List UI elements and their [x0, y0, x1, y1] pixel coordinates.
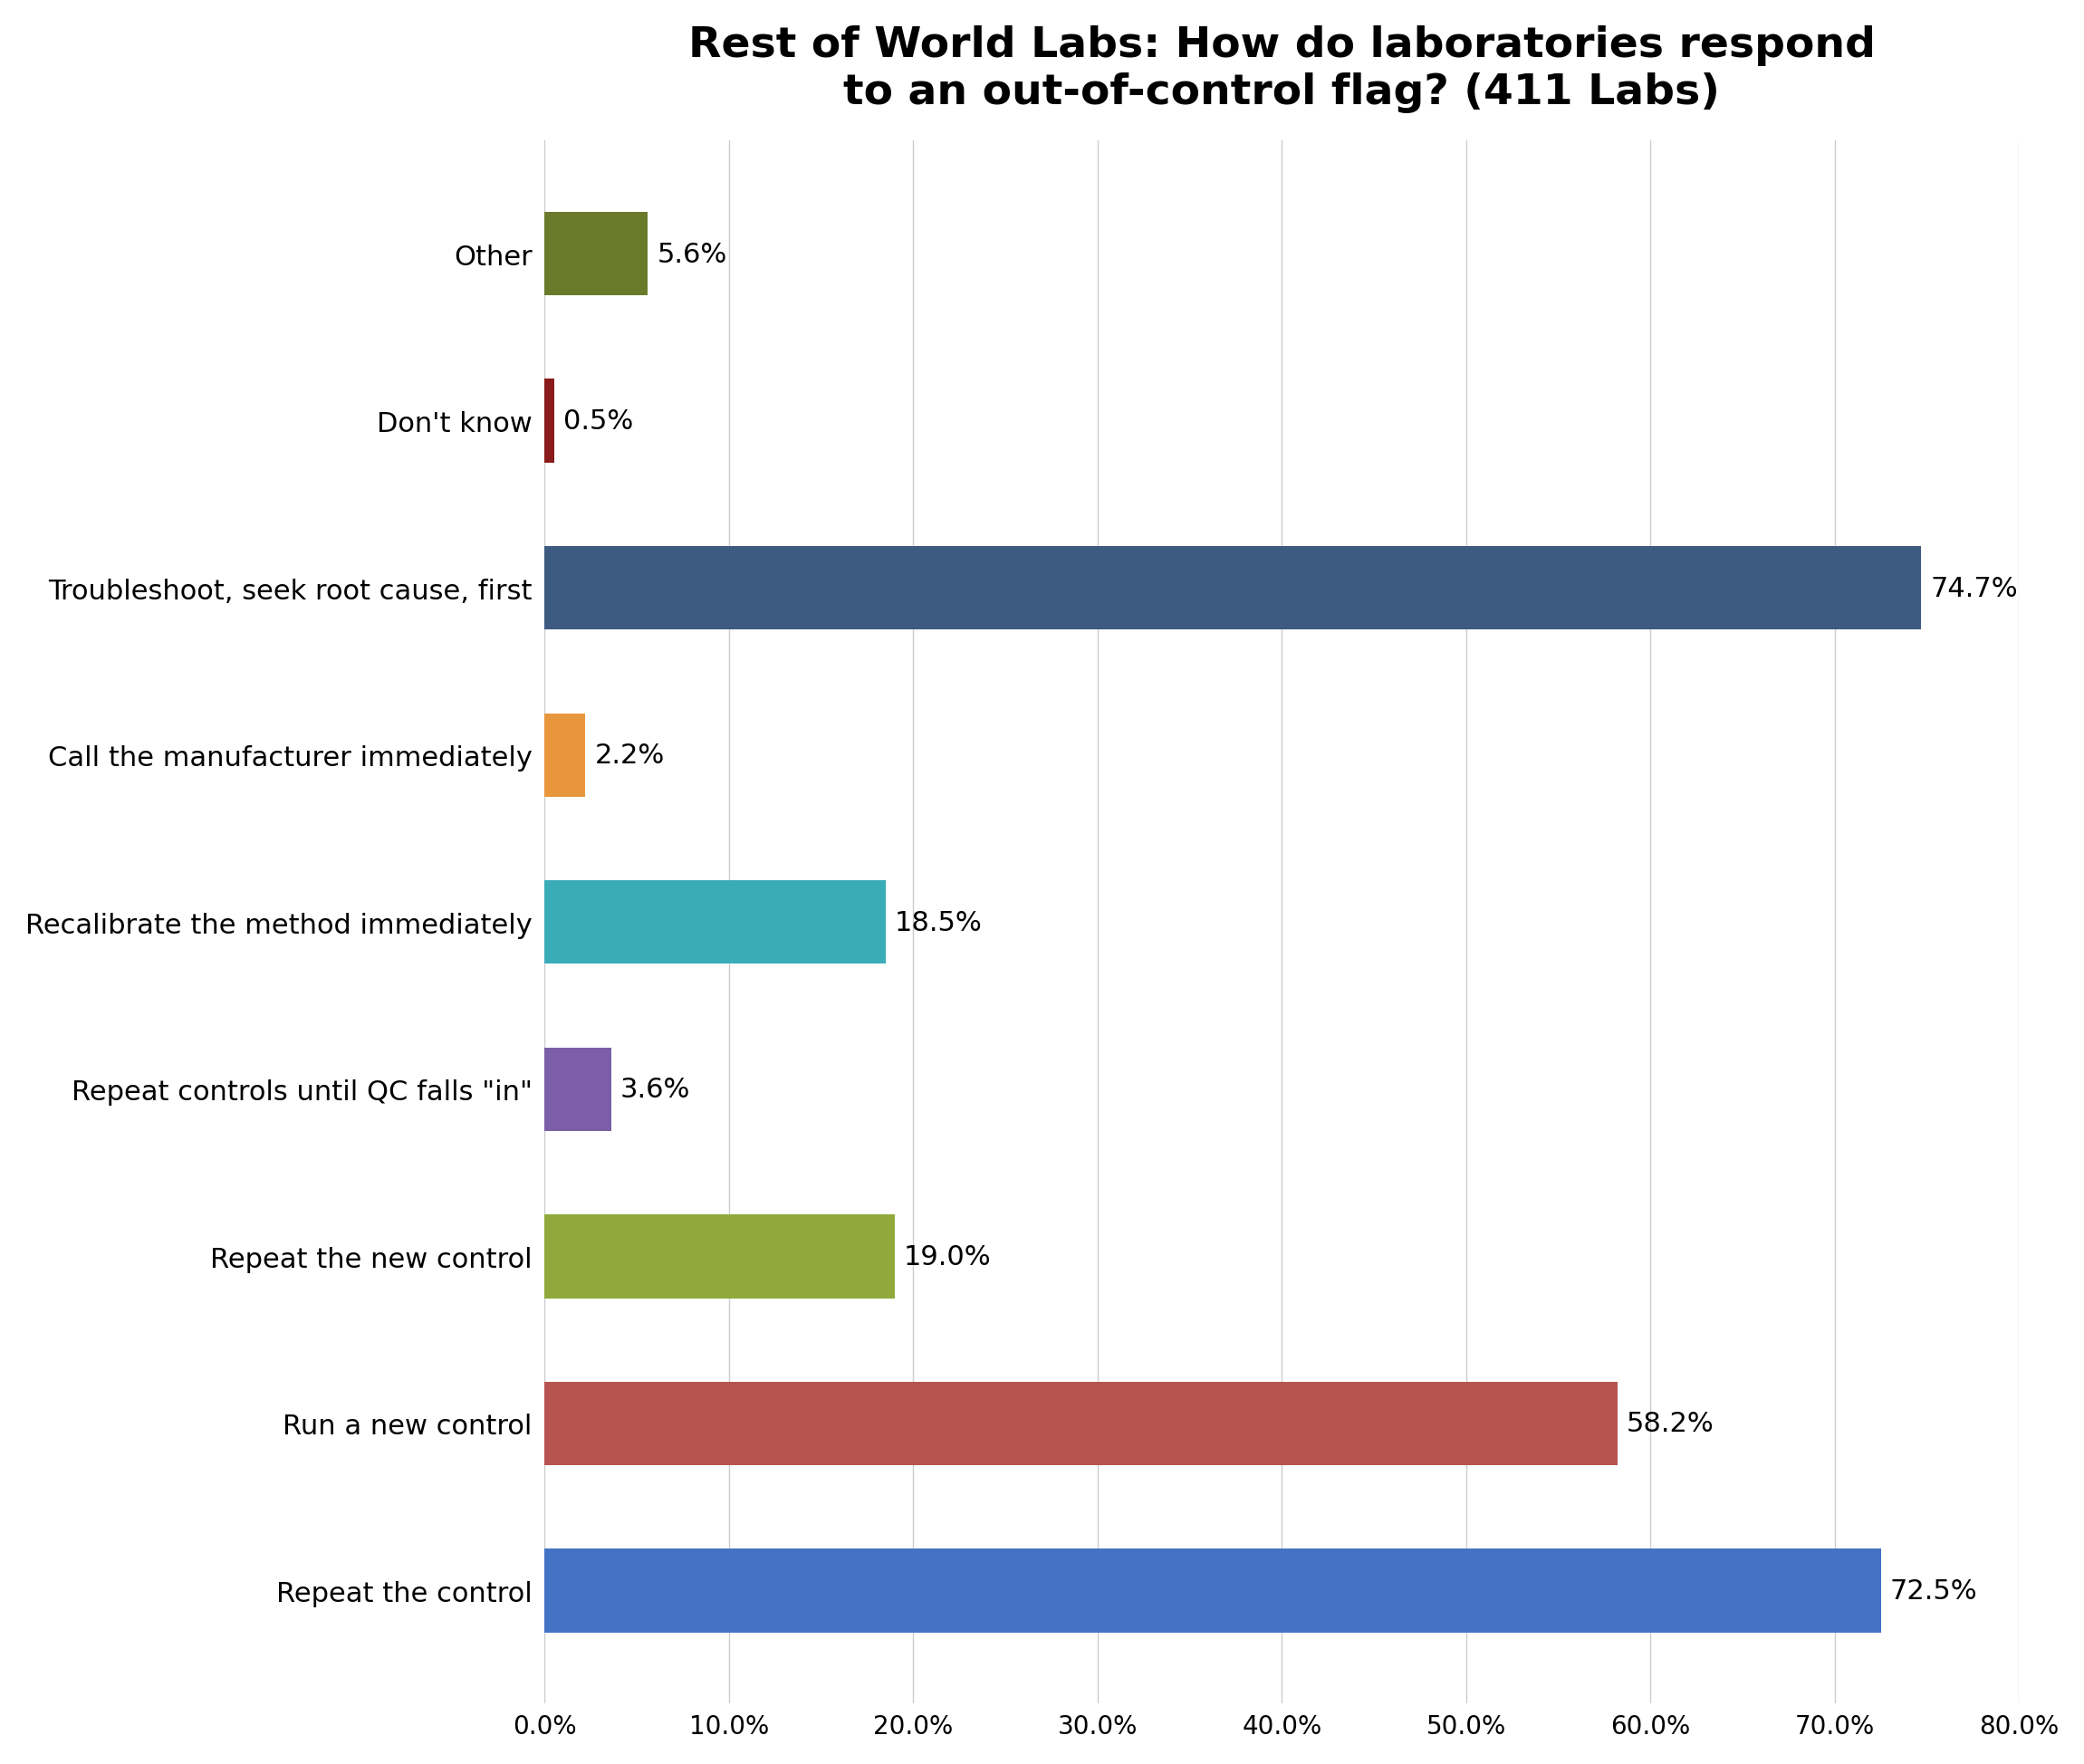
- Bar: [544, 213, 648, 296]
- Text: 72.5%: 72.5%: [1890, 1577, 1978, 1603]
- Text: 74.7%: 74.7%: [1930, 575, 2017, 602]
- Text: 0.5%: 0.5%: [563, 407, 634, 434]
- Text: 58.2%: 58.2%: [1626, 1411, 1713, 1438]
- Text: 18.5%: 18.5%: [894, 910, 982, 935]
- Bar: [544, 1215, 894, 1298]
- Title: Rest of World Labs: How do laboratories respond
to an out-of-control flag? (411 : Rest of World Labs: How do laboratories …: [688, 25, 1876, 113]
- Bar: [544, 547, 1921, 630]
- Text: 3.6%: 3.6%: [621, 1076, 690, 1102]
- Bar: [544, 714, 586, 797]
- Bar: [544, 880, 886, 965]
- Bar: [544, 1549, 1880, 1632]
- Bar: [544, 379, 554, 464]
- Text: 2.2%: 2.2%: [594, 743, 665, 769]
- Text: 19.0%: 19.0%: [904, 1244, 992, 1270]
- Bar: [544, 1381, 1617, 1466]
- Bar: [544, 1048, 611, 1131]
- Text: 5.6%: 5.6%: [656, 242, 727, 268]
